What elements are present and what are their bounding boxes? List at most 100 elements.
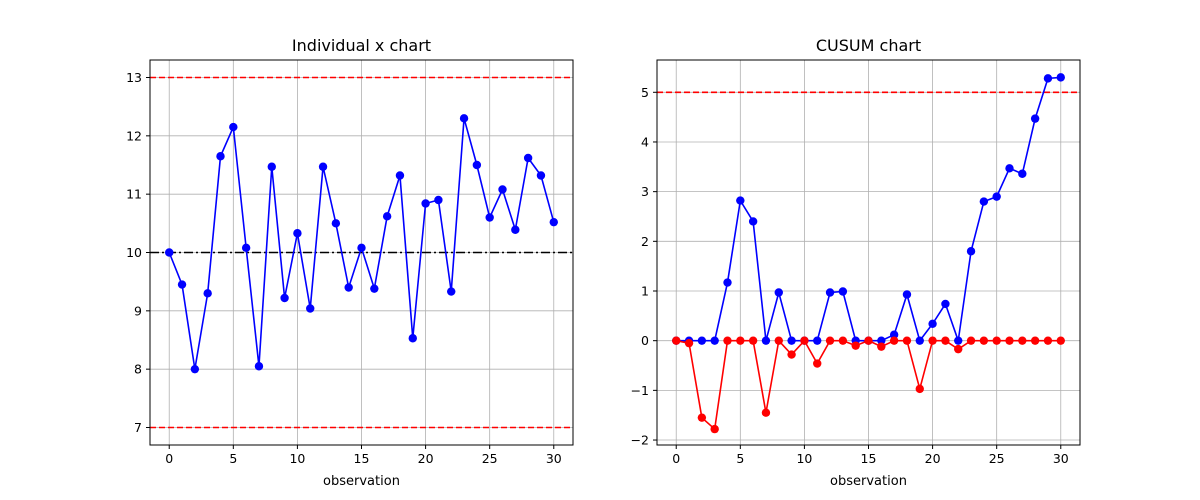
data-point (928, 319, 937, 328)
data-point (216, 152, 225, 161)
data-point (864, 336, 873, 345)
data-point (267, 162, 276, 171)
data-point (280, 293, 289, 303)
data-point (941, 336, 950, 345)
data-point (979, 197, 989, 206)
x-tick-label: 5 (229, 451, 237, 466)
x-tick-label: 0 (165, 451, 173, 466)
x-tick-label: 25 (482, 451, 498, 466)
data-point (370, 284, 379, 293)
data-point (902, 336, 912, 345)
data-point (1005, 164, 1014, 173)
data-point (697, 413, 707, 422)
data-point (395, 171, 405, 180)
data-point (992, 192, 1001, 201)
data-point (459, 114, 469, 123)
data-point (748, 336, 758, 345)
data-point (992, 336, 1001, 345)
y-tick-label: 0 (641, 333, 649, 348)
x-tick-label: 15 (354, 451, 370, 466)
data-point (800, 336, 809, 345)
data-point (966, 247, 976, 256)
data-point (723, 278, 732, 287)
data-point (536, 171, 546, 180)
data-point (941, 299, 950, 309)
data-point (710, 336, 719, 345)
data-point (825, 288, 835, 297)
data-point (928, 336, 937, 345)
data-point (1018, 336, 1027, 345)
data-point (165, 248, 174, 257)
data-point (710, 424, 719, 434)
data-point (915, 336, 924, 345)
data-point (1056, 336, 1065, 345)
data-point (813, 359, 822, 368)
y-tick-label: 7 (134, 420, 142, 435)
y-tick-label: 1 (641, 284, 649, 299)
data-point (190, 364, 200, 374)
data-point (434, 195, 443, 205)
data-point (915, 384, 924, 394)
data-point (761, 336, 771, 345)
y-tick-label: −1 (631, 383, 649, 398)
data-point (954, 344, 963, 354)
data-point (889, 330, 899, 339)
data-point (344, 283, 353, 292)
x-tick-label: 5 (736, 451, 744, 466)
x-tick-label: 20 (418, 451, 434, 466)
data-point (1043, 336, 1053, 345)
data-point (254, 362, 264, 371)
data-point (293, 229, 302, 238)
data-point (787, 350, 796, 359)
data-point (241, 243, 251, 253)
y-tick-label: 5 (641, 85, 649, 100)
data-point (523, 153, 533, 163)
x-tick-label: 15 (861, 451, 877, 466)
data-point (672, 336, 681, 345)
x-tick-label: 30 (1053, 451, 1069, 466)
data-point (1018, 169, 1027, 178)
data-point (736, 196, 745, 205)
data-point (447, 287, 456, 296)
data-point (511, 225, 520, 234)
data-point (177, 280, 187, 289)
x-tick-label: 10 (289, 451, 305, 466)
data-point (229, 122, 238, 132)
data-point (1005, 336, 1014, 345)
data-point (877, 342, 886, 351)
data-point (851, 341, 860, 350)
y-tick-label: 4 (641, 134, 649, 149)
data-point (485, 213, 494, 222)
chart-title: CUSUM chart (816, 36, 921, 55)
x-tick-label: 20 (925, 451, 941, 466)
x-tick-label: 25 (989, 451, 1005, 466)
data-point (774, 336, 783, 345)
y-tick-label: −2 (631, 433, 649, 448)
y-tick-label: 8 (134, 362, 142, 377)
data-point (979, 336, 989, 345)
data-point (472, 160, 482, 170)
data-point (954, 336, 963, 345)
y-tick-label: 12 (126, 128, 142, 143)
y-tick-label: 2 (641, 234, 649, 249)
x-axis-label: observation (830, 474, 907, 489)
y-tick-label: 3 (641, 184, 649, 199)
chart-title: Individual x chart (292, 36, 431, 55)
data-point (1030, 336, 1040, 345)
data-point (408, 334, 417, 343)
data-point (877, 336, 886, 345)
data-point (1056, 73, 1065, 82)
y-tick-label: 11 (126, 187, 142, 202)
data-point (889, 336, 899, 345)
data-point (498, 185, 507, 194)
data-point (1043, 74, 1053, 83)
data-point (697, 336, 707, 345)
data-point (684, 338, 694, 348)
data-point (306, 304, 315, 313)
data-point (723, 336, 732, 345)
data-point (813, 336, 822, 345)
data-point (838, 287, 848, 296)
chart-panel-2: 0 5 10 15 20 25 30 −2 −1 0 1 2 3 4 5 CUSUM chart observa… (631, 36, 1081, 489)
data-point (966, 336, 976, 345)
